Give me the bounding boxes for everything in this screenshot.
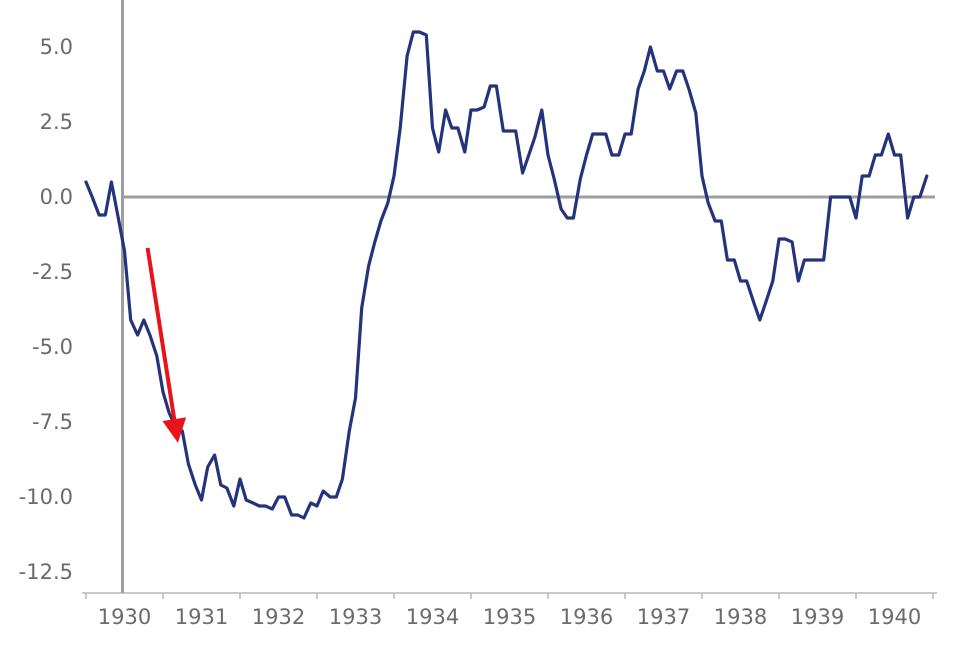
y-tick-label: -7.5 (32, 410, 73, 434)
annotation-arrow (145, 247, 187, 443)
x-axis: 1930 1931 1932 1933 1934 1935 1936 1937 1938 1939… (82, 592, 937, 629)
y-tick-label: 5.0 (40, 35, 73, 59)
x-tick-label: 1938 (714, 605, 767, 629)
reference-lines (121, 0, 935, 593)
y-tick-label: -10.0 (19, 485, 73, 509)
x-tick-label: 1930 (98, 605, 151, 629)
x-tick-label: 1936 (560, 605, 613, 629)
y-tick-label: -2.5 (32, 260, 73, 284)
x-tick-label: 1931 (175, 605, 228, 629)
x-tick-label: 1937 (637, 605, 690, 629)
y-axis-tick-labels: 5.0 2.5 0.0 -2.5 -5.0 -7.5 -10.0 -12.5 (19, 35, 73, 584)
x-tick-label: 1940 (868, 605, 921, 629)
x-tick-label: 1934 (406, 605, 459, 629)
y-tick-label: -5.0 (32, 335, 73, 359)
x-tick-label: 1933 (329, 605, 382, 629)
x-tick-label: 1932 (252, 605, 305, 629)
y-tick-label: -12.5 (19, 560, 73, 584)
x-tick-label: 1939 (791, 605, 844, 629)
series-group (84, 30, 929, 520)
x-tick-label: 1935 (483, 605, 536, 629)
annotation-group (145, 247, 187, 443)
y-tick-label: 2.5 (40, 110, 73, 134)
series-line (84, 30, 929, 520)
y-tick-label: 0.0 (40, 185, 73, 209)
